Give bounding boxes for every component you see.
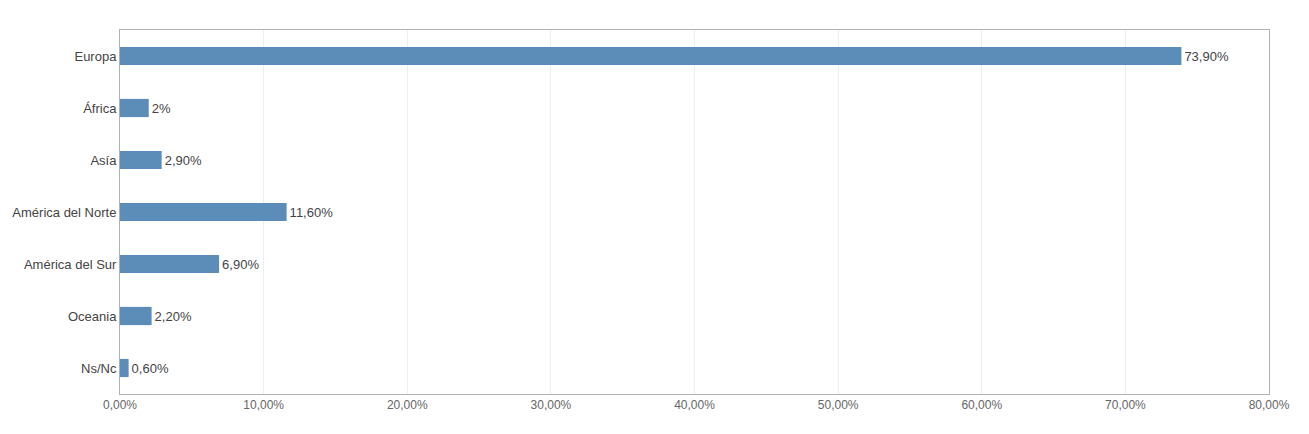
svg-text:0,60%: 0,60% bbox=[132, 361, 169, 376]
svg-text:20,00%: 20,00% bbox=[387, 398, 428, 412]
svg-text:Ns/Nc: Ns/Nc bbox=[81, 361, 117, 376]
svg-text:Europa: Europa bbox=[74, 49, 117, 64]
svg-text:6,90%: 6,90% bbox=[222, 257, 259, 272]
svg-text:Oceania: Oceania bbox=[68, 309, 117, 324]
svg-text:África: África bbox=[83, 101, 117, 116]
svg-text:30,00%: 30,00% bbox=[531, 398, 572, 412]
svg-text:2,20%: 2,20% bbox=[155, 309, 192, 324]
svg-text:2,90%: 2,90% bbox=[165, 153, 202, 168]
svg-text:73,90%: 73,90% bbox=[1184, 49, 1229, 64]
svg-text:80,00%: 80,00% bbox=[1249, 398, 1290, 412]
svg-text:2%: 2% bbox=[152, 101, 171, 116]
svg-text:Asía: Asía bbox=[90, 153, 117, 168]
svg-text:0,00%: 0,00% bbox=[103, 398, 137, 412]
svg-text:10,00%: 10,00% bbox=[243, 398, 284, 412]
svg-text:40,00%: 40,00% bbox=[674, 398, 715, 412]
svg-text:60,00%: 60,00% bbox=[961, 398, 1002, 412]
svg-text:América del Sur: América del Sur bbox=[24, 257, 117, 272]
svg-text:11,60%: 11,60% bbox=[290, 205, 334, 220]
svg-text:70,00%: 70,00% bbox=[1105, 398, 1146, 412]
svg-text:América del Norte: América del Norte bbox=[12, 205, 116, 220]
svg-text:50,00%: 50,00% bbox=[818, 398, 859, 412]
